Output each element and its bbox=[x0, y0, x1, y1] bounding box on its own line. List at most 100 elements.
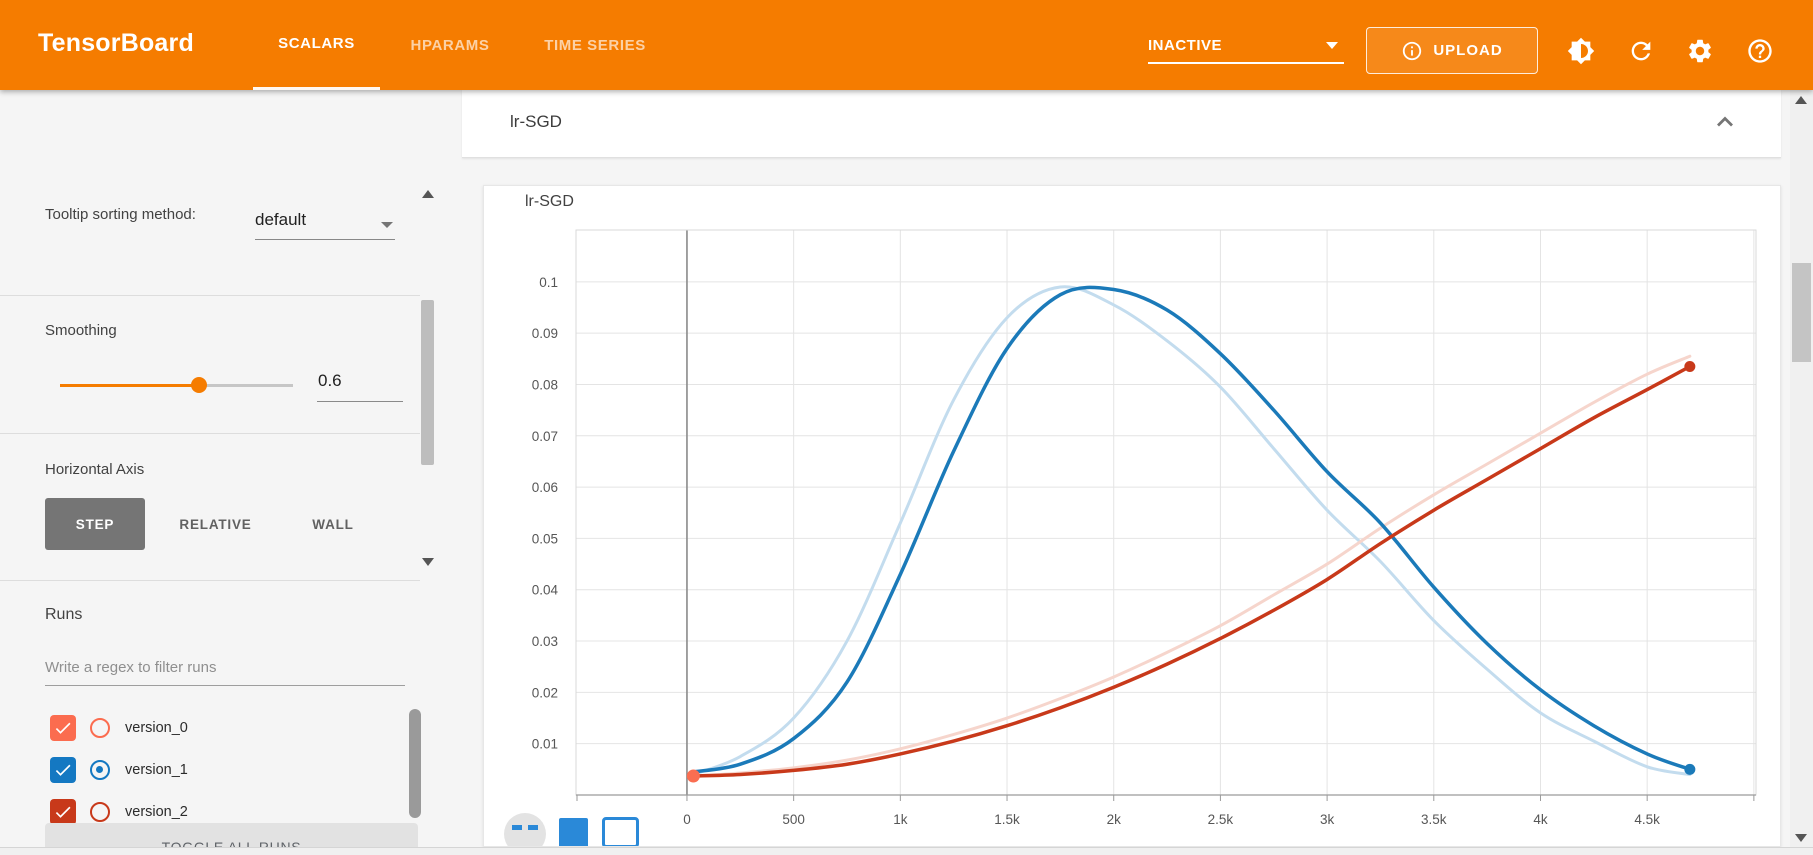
check-icon bbox=[55, 764, 71, 776]
info-icon bbox=[1403, 41, 1422, 60]
run-name-label: version_1 bbox=[125, 762, 188, 778]
run-row-version_1[interactable]: version_1 bbox=[45, 749, 385, 791]
x-tick-label: 4k bbox=[1533, 812, 1548, 827]
x-tick-label: 1.5k bbox=[994, 812, 1020, 827]
horizontal-scrollbar-track[interactable] bbox=[0, 847, 1813, 855]
run-row-version_0[interactable]: version_0 bbox=[45, 707, 385, 749]
app-header: TensorBoard SCALARS HPARAMS TIME SERIES IN… bbox=[0, 0, 1813, 90]
axis-relative-button[interactable]: RELATIVE bbox=[179, 516, 252, 532]
y-tick-label: 0.04 bbox=[532, 583, 559, 598]
tooltip-sorting-value: default bbox=[255, 210, 307, 229]
y-tick-label: 0.07 bbox=[532, 429, 558, 444]
run-radio-version_1[interactable] bbox=[90, 760, 110, 780]
run-name-label: version_0 bbox=[125, 720, 188, 736]
slider-fill bbox=[60, 384, 199, 387]
y-tick-label: 0.1 bbox=[539, 275, 558, 290]
y-tick-label: 0.06 bbox=[532, 480, 558, 495]
tooltip-sorting-select[interactable]: default bbox=[255, 210, 395, 240]
check-icon bbox=[55, 722, 71, 734]
run-radio-version_0[interactable] bbox=[90, 718, 110, 738]
chart-title: lr-SGD bbox=[525, 193, 574, 210]
data-point-version_0 bbox=[686, 769, 700, 783]
axis-step-button[interactable]: STEP bbox=[45, 498, 145, 550]
x-tick-label: 1k bbox=[893, 812, 908, 827]
pin-icon bbox=[512, 825, 522, 830]
x-tick-label: 2k bbox=[1107, 812, 1122, 827]
chevron-down-icon bbox=[381, 222, 393, 228]
series-line-version_2-original bbox=[691, 354, 1692, 778]
series-line-version_1-smoothed bbox=[691, 285, 1692, 774]
collapse-chevron-icon[interactable] bbox=[1711, 108, 1739, 136]
run-radio-version_2[interactable] bbox=[90, 802, 110, 822]
category-header-lr-sgd[interactable]: lr-SGD bbox=[462, 90, 1781, 158]
end-point-version_1 bbox=[1684, 763, 1696, 775]
y-tick-label: 0.01 bbox=[532, 737, 558, 752]
series-line-version_2-smoothed bbox=[691, 364, 1692, 778]
chart-card-lr-sgd: lr-SGD 0.01 0.02 0.03 0.04 0.05 0.06 0.07 0.08 0… bbox=[483, 185, 1781, 847]
tab-scalars[interactable]: SCALARS bbox=[253, 0, 380, 90]
main-scroll-down-icon[interactable] bbox=[1795, 834, 1807, 842]
x-tick-label: 4.5k bbox=[1634, 812, 1660, 827]
x-tick-label: 3k bbox=[1320, 812, 1335, 827]
tab-label: SCALARS bbox=[278, 35, 355, 52]
main-scrollbar-track[interactable] bbox=[1790, 90, 1813, 847]
upload-label: UPLOAD bbox=[1433, 42, 1503, 59]
divider bbox=[0, 433, 420, 434]
runs-heading: Runs bbox=[45, 606, 83, 623]
runs-scrollbar-thumb[interactable] bbox=[409, 709, 421, 818]
x-tick-label: 500 bbox=[782, 812, 805, 827]
x-tick-label: 0 bbox=[683, 812, 691, 827]
gear-icon[interactable] bbox=[1686, 37, 1716, 67]
expand-card-button[interactable] bbox=[559, 818, 588, 846]
sidebar-scroll-down-icon[interactable] bbox=[422, 558, 434, 566]
slider-thumb[interactable] bbox=[191, 377, 207, 393]
upload-button[interactable]: UPLOAD bbox=[1366, 27, 1538, 74]
run-row-version_2[interactable]: version_2 bbox=[45, 791, 385, 833]
fullscreen-card-button[interactable] bbox=[602, 817, 639, 846]
smoothing-slider[interactable] bbox=[60, 377, 300, 393]
main-scroll-up-icon[interactable] bbox=[1795, 96, 1807, 104]
run-status-value: INACTIVE bbox=[1148, 36, 1223, 54]
y-tick-label: 0.02 bbox=[532, 685, 558, 700]
sidebar-scrollbar-thumb[interactable] bbox=[421, 300, 434, 465]
app-logo: TensorBoard bbox=[38, 29, 194, 57]
tab-hparams[interactable]: HPARAMS bbox=[395, 0, 505, 90]
tooltip-sorting-label: Tooltip sorting method: bbox=[45, 206, 196, 223]
y-tick-label: 0.05 bbox=[532, 531, 558, 546]
radio-dot bbox=[96, 766, 103, 773]
line-chart[interactable]: 0.01 0.02 0.03 0.04 0.05 0.06 0.07 0.08 0.09 0.1 0… bbox=[484, 186, 1780, 846]
pin-card-button[interactable] bbox=[504, 813, 546, 846]
axis-wall-button[interactable]: WALL bbox=[312, 516, 354, 532]
sidebar-scroll-up-icon[interactable] bbox=[422, 190, 434, 198]
run-checkbox-version_1[interactable] bbox=[50, 757, 76, 783]
check-icon bbox=[55, 806, 71, 818]
smoothing-value-underline bbox=[317, 401, 403, 402]
chevron-down-icon bbox=[1326, 42, 1338, 49]
help-icon[interactable] bbox=[1746, 37, 1776, 67]
run-status-select[interactable]: INACTIVE bbox=[1148, 28, 1344, 64]
series-line-version_1-original bbox=[691, 285, 1692, 776]
refresh-icon[interactable] bbox=[1627, 37, 1657, 67]
x-tick-label: 3.5k bbox=[1421, 812, 1447, 827]
tab-label: HPARAMS bbox=[410, 36, 490, 54]
end-point-version_2 bbox=[1684, 361, 1696, 373]
runs-filter-input[interactable] bbox=[45, 650, 405, 686]
brightness-icon[interactable] bbox=[1567, 37, 1597, 67]
divider bbox=[0, 295, 420, 296]
divider bbox=[0, 580, 420, 581]
run-checkbox-version_2[interactable] bbox=[50, 799, 76, 825]
smoothing-value-field[interactable]: 0.6 bbox=[318, 371, 342, 390]
smoothing-label: Smoothing bbox=[45, 322, 117, 339]
category-title: lr-SGD bbox=[510, 112, 562, 131]
y-tick-label: 0.08 bbox=[532, 377, 558, 392]
y-tick-label: 0.09 bbox=[532, 326, 558, 341]
x-tick-label: 2.5k bbox=[1208, 812, 1234, 827]
settings-sidebar: Tooltip sorting method: default Smoothin… bbox=[0, 90, 443, 855]
horizontal-axis-label: Horizontal Axis bbox=[45, 461, 145, 478]
tab-time-series[interactable]: TIME SERIES bbox=[525, 0, 665, 90]
plot-area bbox=[576, 230, 1756, 795]
y-tick-label: 0.03 bbox=[532, 634, 558, 649]
main-scrollbar-thumb[interactable] bbox=[1792, 263, 1811, 362]
run-checkbox-version_0[interactable] bbox=[50, 715, 76, 741]
tab-label: TIME SERIES bbox=[544, 36, 646, 54]
